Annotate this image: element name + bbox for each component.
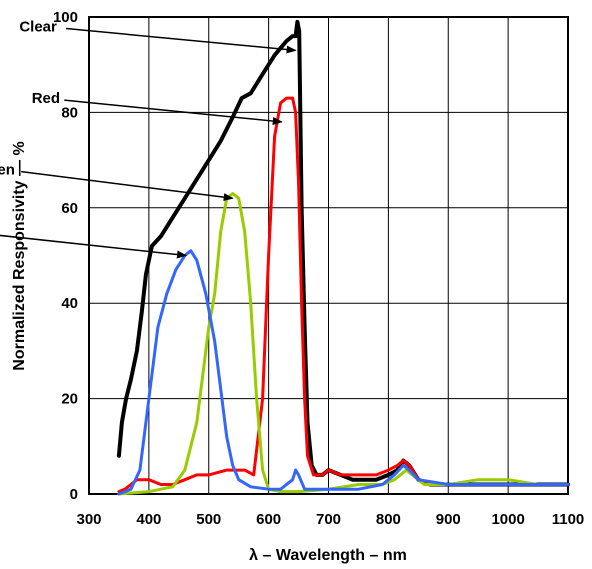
y-axis-title: Normalized Responsivity — %: [11, 141, 28, 370]
annotation-label-clear: Clear: [19, 19, 57, 36]
y-tick-labels: 0 20 40 60 80 100: [53, 9, 78, 503]
grid: [89, 17, 568, 494]
annotation-arrow-blue: [0, 234, 187, 259]
series-line-red: [117, 96, 570, 494]
x-tick-label-1000: 1000: [491, 511, 524, 528]
x-tick-label-400: 400: [136, 511, 161, 528]
y-tick-label-0: 0: [70, 486, 78, 503]
series-line-blue: [117, 249, 570, 496]
x-tick-label-1100: 1100: [552, 511, 585, 528]
x-tick-label-300: 300: [76, 511, 101, 528]
y-tick-label-60: 60: [61, 200, 78, 217]
x-tick-label-900: 900: [436, 511, 461, 528]
x-tick-label-500: 500: [196, 511, 221, 528]
annotations: ClearRedGreenBlue: [0, 19, 297, 259]
annotation-label-green: Green: [0, 162, 15, 179]
annotation-label-red: Red: [32, 90, 60, 107]
y-tick-label-100: 100: [53, 9, 78, 26]
y-tick-label-80: 80: [61, 104, 78, 121]
x-tick-label-700: 700: [316, 511, 341, 528]
y-tick-label-40: 40: [61, 295, 78, 312]
x-tick-label-600: 600: [256, 511, 281, 528]
x-tick-labels: 300 400 500 600 700 800 900 1000 1100: [76, 511, 584, 528]
annotation-arrow-clear: [66, 27, 297, 54]
annotation-arrow-red: [64, 99, 283, 126]
y-tick-label-20: 20: [61, 391, 78, 408]
x-tick-label-800: 800: [376, 511, 401, 528]
x-axis-title: λ – Wavelength – nm: [249, 547, 407, 564]
annotation-arrow-green: [21, 170, 234, 202]
series-lines: [116, 19, 570, 496]
